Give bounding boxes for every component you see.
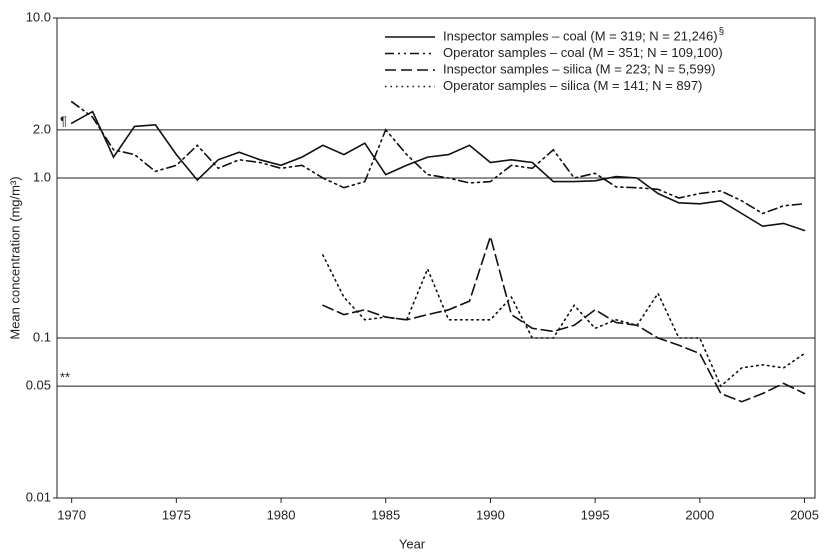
y-axis-label: Mean concentration (mg/m³)	[7, 176, 22, 339]
x-tick-label: 1970	[57, 507, 86, 522]
series-line	[70, 100, 806, 215]
x-tick-label: 2000	[685, 507, 714, 522]
legend-note: §	[719, 27, 725, 38]
legend-label: Inspector samples – coal (M = 319; N = 2…	[443, 28, 718, 43]
legend-label: Inspector samples – silica (M = 223; N =…	[443, 61, 715, 76]
annotation: **	[60, 370, 70, 385]
legend-label: Operator samples – silica (M = 141; N = …	[443, 78, 702, 93]
y-tick-label: 1.0	[33, 169, 51, 184]
x-tick-label: 1990	[476, 507, 505, 522]
x-tick-label: 1985	[371, 507, 400, 522]
annotation: ¶	[60, 113, 67, 128]
series-line	[322, 233, 806, 403]
series-line	[322, 254, 806, 388]
plot-frame	[56, 17, 816, 499]
y-tick-label: 0.1	[33, 329, 51, 344]
x-tick-label: 1980	[267, 507, 296, 522]
x-tick-label: 2005	[790, 507, 819, 522]
y-tick-label: 10.0	[26, 9, 51, 24]
series-line	[70, 110, 806, 232]
y-tick-label: 2.0	[33, 121, 51, 136]
x-tick-label: 1975	[162, 507, 191, 522]
y-tick-label: 0.05	[26, 378, 51, 393]
y-tick-label: 0.01	[26, 489, 51, 504]
x-tick-label: 1995	[581, 507, 610, 522]
x-axis-label: Year	[399, 536, 426, 551]
legend-label: Operator samples – coal (M = 351; N = 10…	[443, 45, 723, 60]
